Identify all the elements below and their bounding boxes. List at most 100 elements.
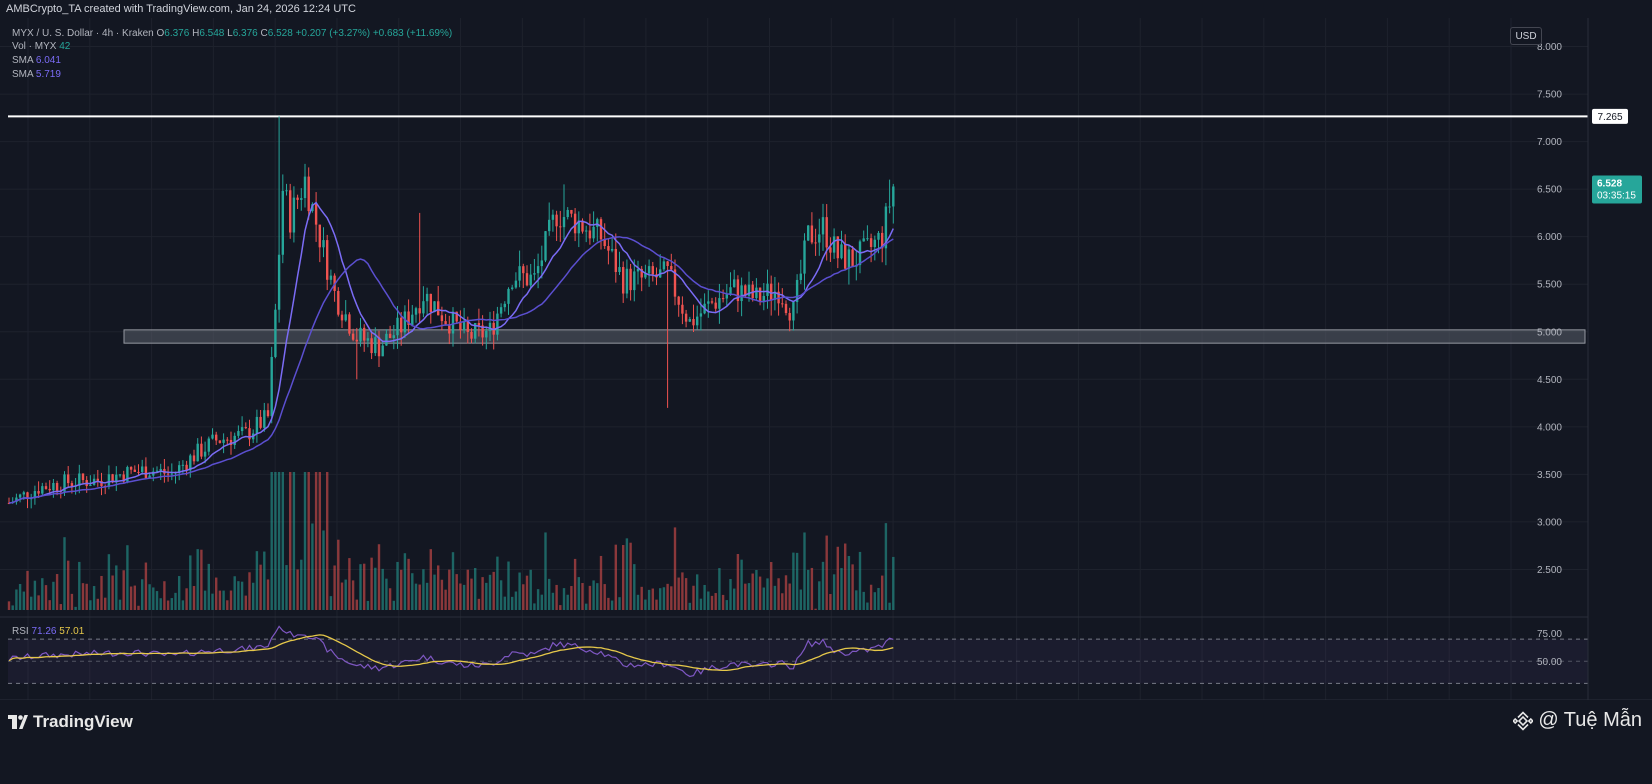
open-label: O	[156, 28, 165, 39]
volume-bar	[74, 606, 77, 610]
volume-bar	[200, 549, 203, 610]
volume-bar	[733, 588, 736, 610]
candle-body	[840, 244, 843, 259]
candle-body	[573, 213, 577, 234]
rsi-label: RSI	[12, 626, 29, 637]
volume-bar	[570, 586, 573, 610]
volume-bar	[337, 539, 340, 610]
volume-bar	[581, 583, 584, 610]
volume-bar	[829, 594, 832, 610]
volume-bar	[869, 584, 873, 610]
volume-bar	[192, 586, 196, 610]
sma2-legend[interactable]: SMA 5.719	[12, 68, 61, 81]
candle-body	[544, 231, 547, 261]
candle-body	[340, 314, 344, 321]
price-tick-label: 8.000	[1537, 42, 1562, 53]
volume-bar	[784, 575, 788, 610]
currency-button[interactable]: USD	[1510, 27, 1542, 45]
volume-bar	[736, 553, 740, 610]
candle-body	[18, 494, 22, 498]
rsi-legend[interactable]: RSI 71.26 57.01	[12, 625, 84, 638]
candle-body	[673, 269, 677, 297]
volume-bar	[351, 580, 355, 610]
candle-body	[322, 240, 325, 248]
volume-bar	[696, 574, 699, 610]
candle-body	[699, 313, 703, 317]
volume-bar	[725, 600, 728, 610]
footer	[0, 700, 1652, 784]
volume-bar	[233, 576, 236, 610]
candle-body	[100, 480, 103, 487]
symbol-label[interactable]: MYX / U. S. Dollar · 4h · Kraken	[12, 28, 154, 39]
candle-body	[263, 410, 266, 428]
change-value: +0.207 (+3.27%)	[295, 28, 371, 39]
candle-body	[451, 311, 455, 334]
candle-body	[766, 283, 769, 296]
candle-body	[607, 246, 610, 251]
price-chart[interactable]: 8.000 7.500 7.000 6.500 6.000 5.500 5.000 4.500…	[0, 0, 1652, 700]
volume-bar	[607, 597, 610, 610]
volume-bar	[152, 587, 155, 610]
volume-bar	[388, 588, 392, 610]
candle-body	[610, 248, 614, 251]
candle-body	[518, 266, 521, 281]
volume-bar	[355, 599, 358, 610]
volume-bar	[174, 592, 177, 610]
volume-bar	[507, 561, 510, 610]
volume-bar	[30, 596, 33, 610]
candle-body	[740, 285, 743, 302]
volume-bar	[52, 581, 55, 610]
volume-bar	[585, 603, 588, 610]
volume-bar	[622, 545, 625, 610]
sma1-legend[interactable]: SMA 6.041	[12, 54, 61, 67]
volume-legend[interactable]: Vol · MYX 42	[12, 40, 70, 53]
candle-body	[240, 427, 244, 432]
volume-bar	[714, 593, 717, 610]
volume-bar	[26, 570, 29, 610]
candle-body	[337, 290, 340, 315]
volume-bar	[303, 472, 307, 610]
candle-body	[496, 313, 499, 335]
candle-body	[437, 301, 440, 316]
candle-body	[892, 186, 895, 207]
volume-bar	[366, 600, 370, 610]
volume-bar	[662, 587, 666, 610]
tradingview-brand[interactable]: TradingView	[8, 712, 133, 732]
volume-bar	[396, 561, 399, 610]
volume-bar	[496, 556, 499, 610]
candle-body	[448, 324, 451, 334]
volume-bar	[344, 579, 347, 610]
candle-body	[733, 279, 736, 288]
volume-bar	[18, 584, 22, 610]
candle-body	[26, 492, 29, 500]
volume-bar	[451, 552, 455, 610]
candle-body	[351, 333, 355, 340]
candle-body	[562, 217, 566, 228]
candle-body	[888, 206, 891, 208]
candle-body	[877, 232, 880, 240]
volume-bar	[588, 585, 592, 610]
candle-body	[525, 273, 529, 286]
volume-bar	[881, 575, 884, 610]
volume-bar	[485, 582, 488, 610]
candle-body	[118, 474, 122, 476]
price-tick-label: 6.500	[1537, 185, 1562, 196]
candle-body	[107, 474, 111, 487]
watermark-text: @ Tuệ Mẫn	[1538, 709, 1642, 731]
candle-body	[507, 288, 510, 304]
volume-bar	[285, 565, 288, 610]
candle-body	[300, 198, 303, 200]
volume-bar	[363, 563, 366, 610]
candle-body	[847, 249, 851, 269]
volume-bar	[44, 585, 48, 610]
candle-body	[15, 497, 18, 502]
volume-bar	[448, 569, 451, 610]
candle-body	[662, 261, 666, 270]
candle-body	[355, 339, 358, 342]
candle-body	[692, 319, 695, 326]
candle-body	[185, 464, 188, 471]
candle-body	[359, 327, 362, 342]
volume-bar	[311, 523, 314, 610]
candle-body	[488, 322, 492, 331]
candle-body	[795, 279, 799, 303]
